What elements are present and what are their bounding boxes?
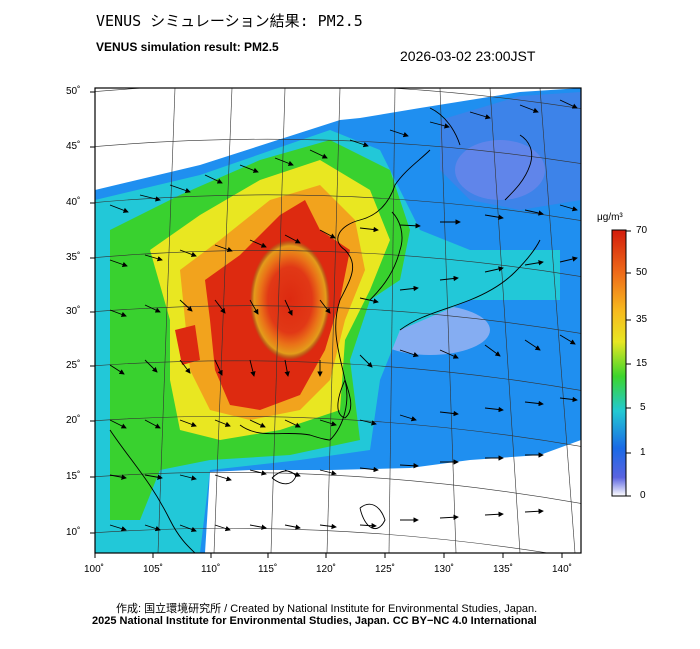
credit-line: 作成: 国立環境研究所 / Created by National Instit…: [116, 603, 538, 615]
map-plot-area: [95, 88, 581, 553]
title-english: VENUS simulation result: PM2.5: [96, 40, 279, 54]
colorbar-label-35: 35: [636, 314, 648, 325]
colorbar: [611, 229, 627, 497]
lon-label-135: 135˚: [493, 564, 514, 575]
lon-label-115: 115˚: [258, 564, 278, 575]
lat-label-25: 25˚: [66, 360, 81, 371]
lat-label-45: 45˚: [66, 141, 81, 152]
lat-label-20: 20˚: [66, 415, 81, 426]
colorbar-unit: μg/m³: [597, 212, 623, 223]
lon-label-100: 100˚: [84, 564, 105, 575]
wind-vectors: [109, 99, 578, 532]
lon-tick-marks: [94, 553, 563, 558]
lon-label-105: 105˚: [143, 564, 164, 575]
map-frame: [94, 87, 582, 554]
lat-label-50: 50˚: [66, 86, 81, 97]
colorbar-label-5: 5: [640, 402, 646, 413]
lat-label-35: 35˚: [66, 252, 81, 263]
lon-label-140: 140˚: [552, 564, 573, 575]
lat-label-40: 40˚: [66, 197, 81, 208]
low-pm-north-pacific: [455, 140, 545, 200]
lon-label-130: 130˚: [434, 564, 455, 575]
colorbar-label-15: 15: [636, 358, 648, 369]
coastlines: [109, 107, 541, 553]
lon-label-125: 125˚: [375, 564, 396, 575]
lat-label-15: 15˚: [66, 471, 81, 482]
title-japanese: VENUS シミュレーション結果: PM2.5: [96, 12, 363, 30]
copyright-line: 2025 National Institute for Environmenta…: [92, 615, 537, 627]
lon-label-120: 120˚: [316, 564, 337, 575]
colorbar-label-1: 1: [640, 447, 646, 458]
lat-tick-marks: [90, 91, 95, 534]
colorbar-label-0: 0: [640, 490, 646, 501]
colorbar-label-50: 50: [636, 267, 648, 278]
field-red-patch: [175, 325, 200, 365]
field-hotspot: [250, 240, 330, 360]
forecast-timestamp: 2026-03-02 23:00JST: [400, 48, 536, 64]
colorbar-ticks: [626, 230, 631, 497]
colorbar-label-70: 70: [636, 225, 648, 236]
lon-label-110: 110˚: [201, 564, 221, 575]
lat-label-10: 10˚: [66, 527, 81, 538]
lat-label-30: 30˚: [66, 306, 81, 317]
